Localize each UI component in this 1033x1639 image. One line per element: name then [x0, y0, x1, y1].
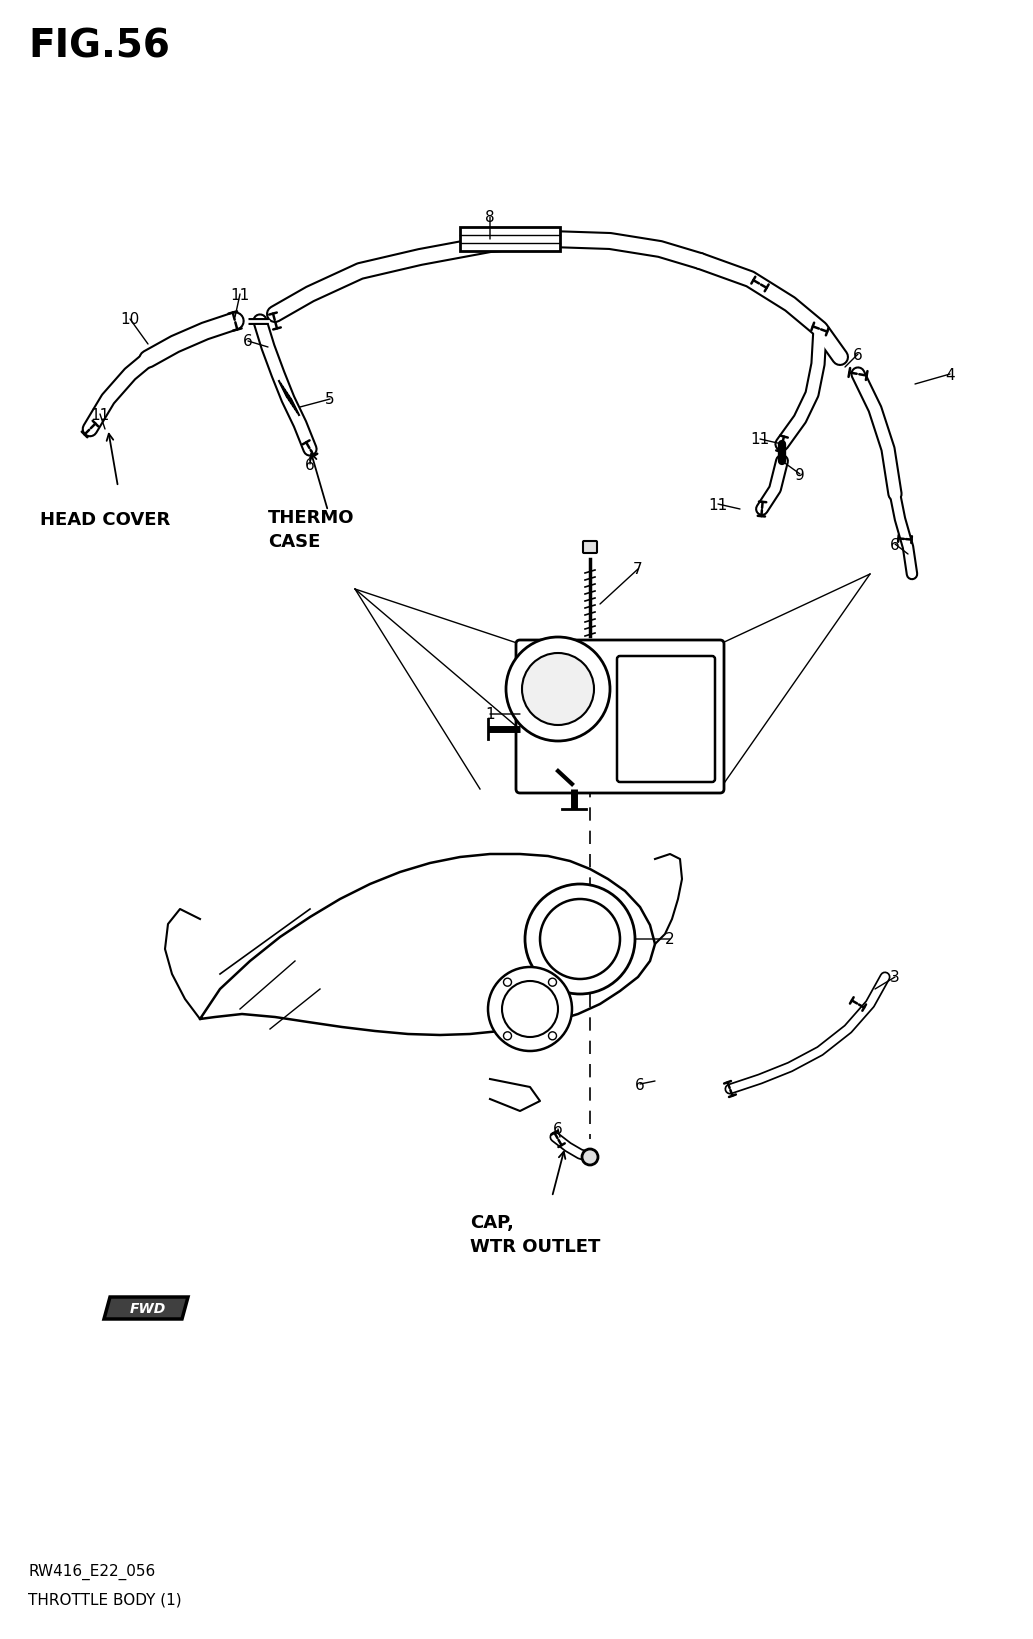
- Text: 7: 7: [633, 562, 643, 577]
- Text: 11: 11: [750, 433, 770, 447]
- FancyBboxPatch shape: [617, 657, 715, 782]
- Text: 6: 6: [243, 334, 253, 349]
- Text: 6: 6: [635, 1077, 645, 1092]
- Text: 9: 9: [795, 467, 805, 482]
- Circle shape: [549, 1033, 557, 1041]
- Circle shape: [522, 654, 594, 726]
- Text: 1: 1: [486, 706, 495, 723]
- Text: 6: 6: [305, 457, 315, 472]
- Text: THERMO
CASE: THERMO CASE: [268, 508, 354, 551]
- Text: CAP,
WTR OUTLET: CAP, WTR OUTLET: [470, 1213, 600, 1255]
- Circle shape: [506, 638, 611, 741]
- Polygon shape: [104, 1296, 188, 1319]
- Circle shape: [525, 885, 635, 995]
- FancyBboxPatch shape: [516, 641, 724, 793]
- Text: 3: 3: [890, 970, 900, 985]
- Text: RW416_E22_056: RW416_E22_056: [28, 1564, 155, 1578]
- Polygon shape: [460, 228, 560, 252]
- Text: FWD: FWD: [130, 1301, 166, 1314]
- Text: 6: 6: [553, 1121, 563, 1137]
- Text: 6: 6: [853, 347, 863, 362]
- FancyBboxPatch shape: [583, 541, 597, 554]
- Text: 6: 6: [890, 538, 900, 552]
- Text: 10: 10: [121, 313, 139, 328]
- Text: 8: 8: [486, 210, 495, 225]
- Text: 11: 11: [709, 497, 727, 511]
- Text: 2: 2: [665, 933, 675, 947]
- Text: HEAD COVER: HEAD COVER: [40, 511, 170, 529]
- Circle shape: [488, 967, 572, 1051]
- Text: FIG.56: FIG.56: [28, 28, 169, 66]
- Text: THROTTLE BODY (1): THROTTLE BODY (1): [28, 1591, 182, 1606]
- Circle shape: [503, 1033, 511, 1041]
- Polygon shape: [200, 854, 655, 1036]
- Circle shape: [502, 982, 558, 1037]
- Text: 11: 11: [90, 406, 109, 423]
- Text: 5: 5: [325, 392, 335, 406]
- Circle shape: [549, 978, 557, 987]
- Circle shape: [582, 1149, 598, 1165]
- Circle shape: [503, 978, 511, 987]
- Text: 11: 11: [230, 287, 250, 302]
- Circle shape: [540, 900, 620, 980]
- Text: 4: 4: [945, 367, 954, 382]
